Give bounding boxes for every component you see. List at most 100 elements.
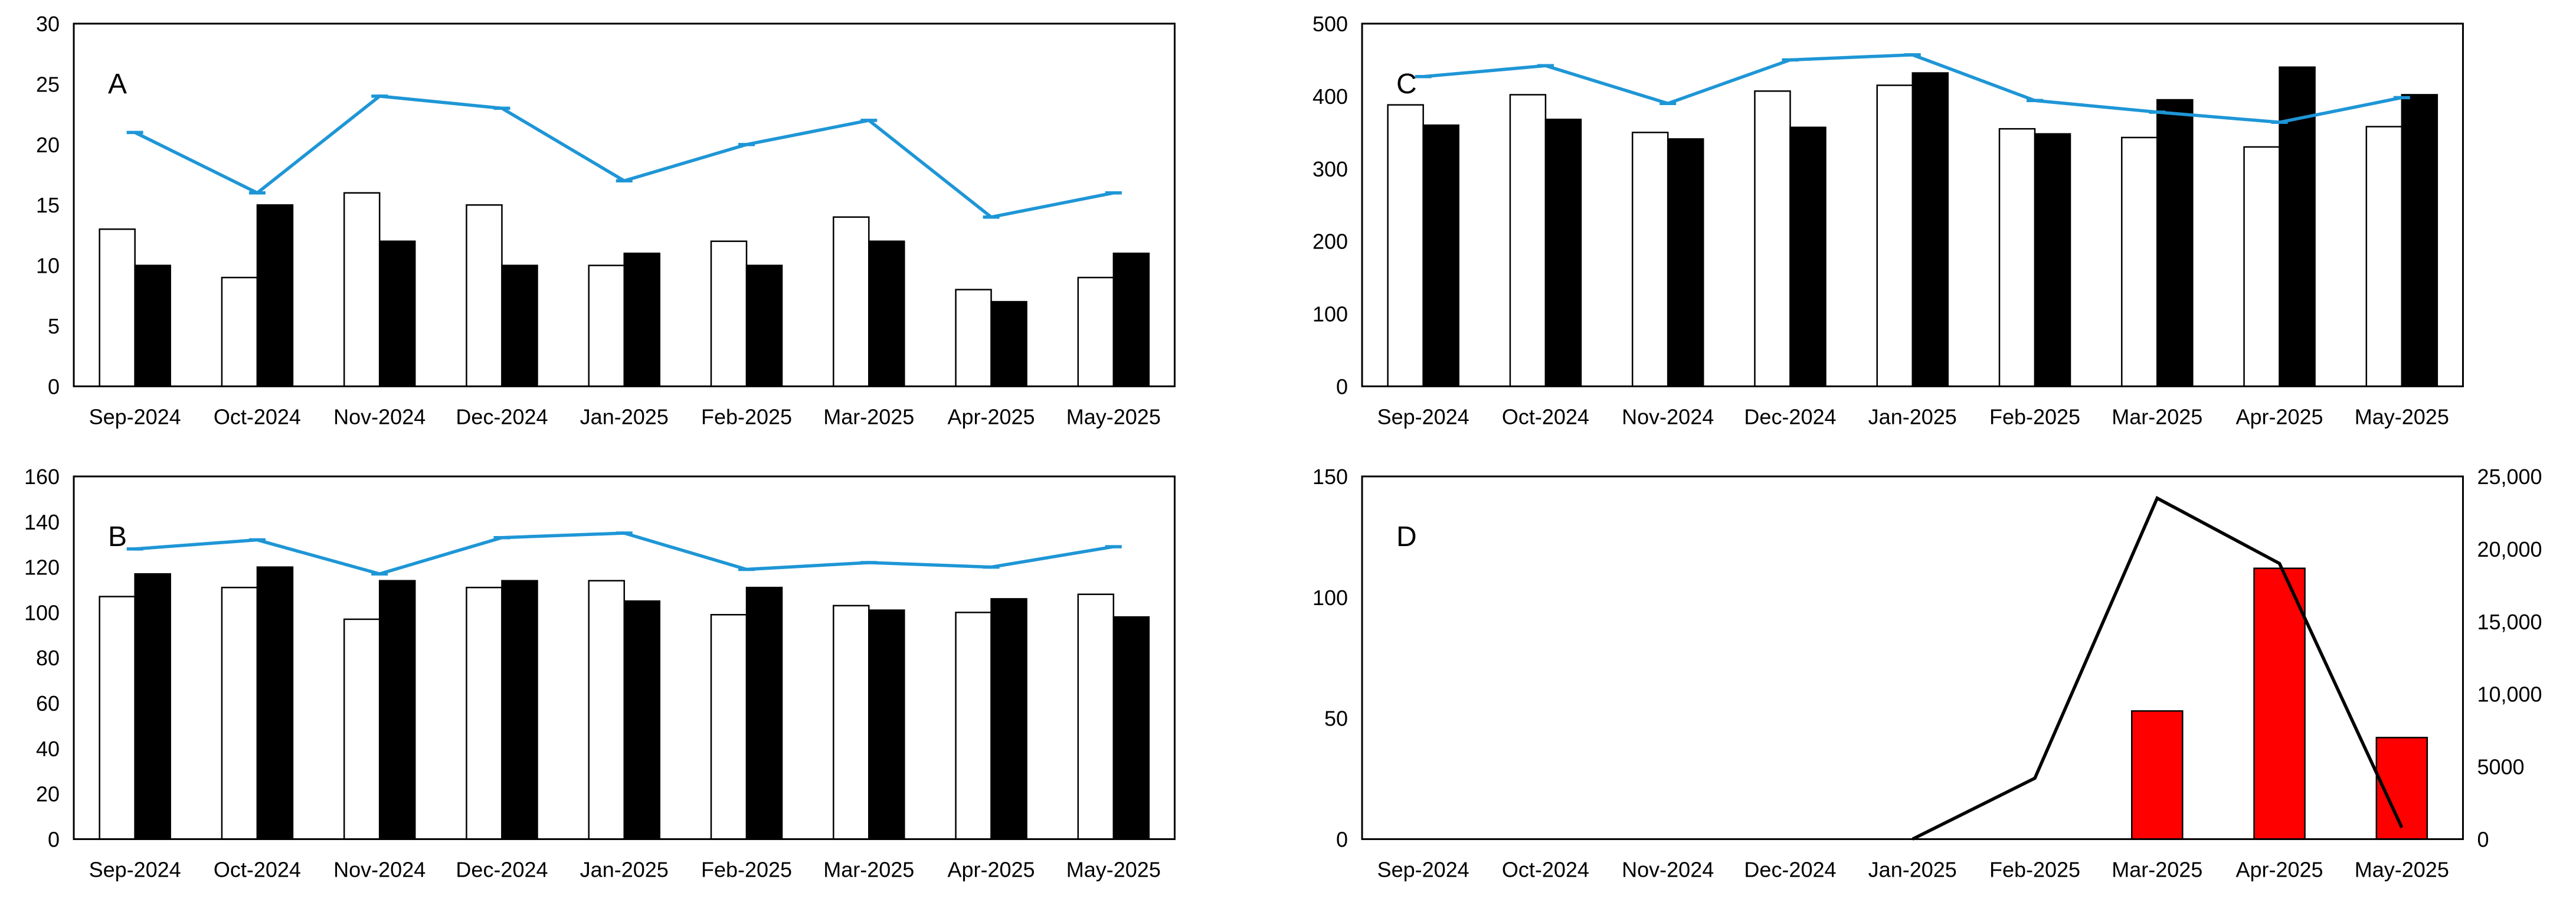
black-bars-bar <box>1112 616 1150 840</box>
white-bars-bar <box>466 204 503 387</box>
white-bars-bar <box>955 611 992 840</box>
y-axis-left-tick-label: 150 <box>1312 465 1347 489</box>
white-bars-bar <box>955 289 992 387</box>
panel-c: 0 100 200 300 400 500 Sep-2024 Oct-2024 Nov-2024… <box>1288 0 2576 453</box>
blue-line <box>134 94 1114 219</box>
black-bars-bar <box>1544 118 1582 387</box>
y-axis-left-tick-label: 20 <box>36 133 60 157</box>
x-axis-tick-label: Dec-2024 <box>1744 404 1836 429</box>
black-bars-bar <box>134 264 171 387</box>
x-axis-tick-label: Nov-2024 <box>333 857 425 881</box>
black-bars-bar <box>501 579 538 840</box>
plot-border <box>73 22 1176 387</box>
x-axis-tick-label: Jan-2025 <box>580 857 669 881</box>
black-bars-bar <box>2156 99 2194 387</box>
y-axis-left-tick-label: 40 <box>36 736 60 760</box>
x-axis-tick-label: Jan-2025 <box>1868 857 1956 881</box>
black-bars-bar <box>1112 252 1150 387</box>
x-axis-tick-label: Dec-2024 <box>456 404 548 429</box>
x-axis-tick-label: Mar-2025 <box>823 404 914 429</box>
black-bars-bar <box>745 264 783 387</box>
y-axis-right-tick-label: 25,000 <box>2477 465 2542 489</box>
black-bars-bar <box>256 566 294 840</box>
x-axis-tick-label: Dec-2024 <box>456 857 548 881</box>
y-axis-left-tick-label: 60 <box>36 691 60 715</box>
y-axis-left-tick-label: 15 <box>36 193 60 217</box>
x-axis-tick-label: Feb-2025 <box>701 857 792 881</box>
x-axis-tick-label: Oct-2024 <box>214 857 301 881</box>
panel-a-chart: 0 5 10 15 20 25 30 Sep-2024 Oct-2024 Nov-2024 Dec-… <box>36 12 1176 429</box>
y-axis-right-tick-label: 10,000 <box>2477 682 2542 706</box>
panel-d-chart: 0 50 100 150 0 5000 10,000 15,000 20,000 25,000 Se… <box>1312 465 2542 881</box>
black-bars-bar <box>868 240 905 387</box>
y-axis-left-tick-label: 5 <box>48 314 60 338</box>
white-bars-bar <box>1077 593 1115 840</box>
x-axis-tick-label: Apr-2025 <box>2235 404 2323 429</box>
y-axis-left-tick-label: 10 <box>36 254 60 278</box>
x-axis-tick-label: Feb-2025 <box>1989 857 2080 881</box>
white-bars-bar <box>221 276 258 387</box>
white-bars-bar <box>1509 94 1546 387</box>
y-axis-left-tick-label: 0 <box>1336 374 1347 398</box>
y-axis-left-tick-label: 50 <box>1324 706 1347 730</box>
panel-b-chart: 0 20 40 60 80 100 120 140 160 Sep-2024 Oct-2024 Nov… <box>24 465 1176 881</box>
y-axis-left-tick-label: 140 <box>24 509 60 534</box>
white-bars-bar <box>2243 146 2280 387</box>
x-axis-tick-label: Nov-2024 <box>1622 857 1714 881</box>
x-axis-tick-label: Apr-2025 <box>2235 857 2323 881</box>
y-axis-left-tick-label: 500 <box>1312 12 1347 36</box>
y-axis-left-tick-label: 25 <box>36 72 60 96</box>
white-bars-bar <box>1753 90 1791 387</box>
red-bars-bar <box>2253 567 2306 840</box>
y-axis-right-tick-label: 5000 <box>2477 754 2524 779</box>
x-axis-tick-label: Feb-2025 <box>701 404 792 429</box>
x-axis-tick-label: Oct-2024 <box>1501 857 1589 881</box>
x-axis-tick-label: May-2025 <box>1066 857 1161 881</box>
white-bars-bar <box>1998 128 2035 387</box>
y-axis-left-tick-label: 30 <box>36 12 60 36</box>
x-axis-tick-label: May-2025 <box>2354 404 2449 429</box>
white-bars-bar <box>466 586 503 840</box>
black-bars-bar <box>2034 133 2071 387</box>
black-bars-bar <box>623 252 661 387</box>
x-axis-tick-label: Oct-2024 <box>214 404 301 429</box>
black-bars-bar <box>623 600 661 840</box>
x-axis-tick-label: Apr-2025 <box>948 857 1035 881</box>
white-bars-bar <box>588 264 625 387</box>
white-bars-bar <box>99 228 136 387</box>
black-bars-bar <box>868 609 905 840</box>
plot-border <box>1361 22 2464 387</box>
x-axis-tick-label: Nov-2024 <box>1622 404 1714 429</box>
panel-d: 0 50 100 150 0 5000 10,000 15,000 20,000 25,000 Se… <box>1288 453 2576 905</box>
x-axis-tick-label: Dec-2024 <box>1744 857 1836 881</box>
y-axis-left-tick-label: 20 <box>36 782 60 806</box>
white-bars-bar <box>2365 126 2402 387</box>
x-axis-tick-label: Oct-2024 <box>1501 404 1589 429</box>
x-axis-tick-label: Apr-2025 <box>948 404 1035 429</box>
x-axis-tick-label: Sep-2024 <box>89 404 181 429</box>
black-bars-bar <box>256 204 294 387</box>
x-axis-tick-label: Jan-2025 <box>580 404 669 429</box>
white-bars-bar <box>1875 84 1913 387</box>
y-axis-left-tick-label: 400 <box>1312 84 1347 109</box>
white-bars-bar <box>343 618 381 840</box>
black-bars-bar <box>501 264 538 387</box>
black-bars-bar <box>378 579 416 840</box>
x-axis-tick-label: Jan-2025 <box>1868 404 1956 429</box>
black-bars-bar <box>1789 126 1827 387</box>
x-axis-tick-label: May-2025 <box>2354 857 2449 881</box>
panel-letter-label: A <box>108 68 127 100</box>
y-axis-right-tick-label: 0 <box>2477 827 2489 851</box>
x-axis-tick-label: Mar-2025 <box>823 857 914 881</box>
black-bars-bar <box>1667 138 1704 387</box>
y-axis-right-tick-label: 15,000 <box>2477 609 2542 633</box>
black-bars-bar <box>990 300 1027 387</box>
white-bars-bar <box>99 595 136 840</box>
black-bars-bar <box>990 597 1027 840</box>
y-axis-left-tick-label: 100 <box>1312 302 1347 326</box>
x-axis-tick-label: Sep-2024 <box>89 857 181 881</box>
white-bars-bar <box>1631 132 1668 387</box>
white-bars-bar <box>343 192 381 387</box>
x-axis-tick-label: May-2025 <box>1066 404 1161 429</box>
